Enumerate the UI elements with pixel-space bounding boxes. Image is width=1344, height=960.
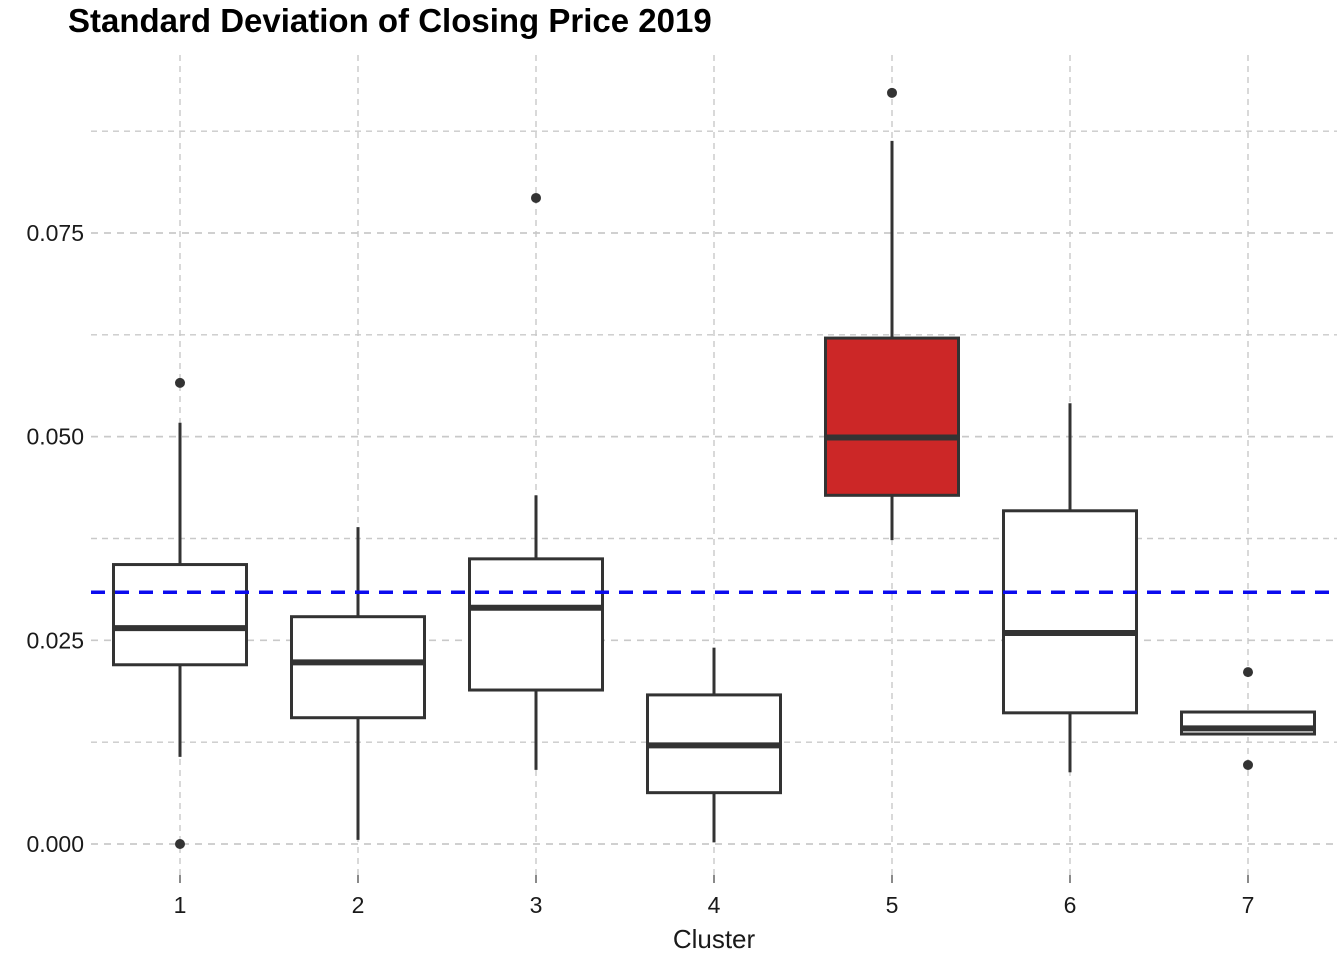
y-tick-label: 0.050 <box>26 424 84 450</box>
outlier-point <box>1243 667 1253 678</box>
box-cluster-3 <box>468 557 604 692</box>
box-cluster-1 <box>112 563 248 667</box>
x-axis-title: Cluster <box>672 924 756 954</box>
x-tick-label: 2 <box>352 892 365 918</box>
y-tick-label: 0.075 <box>26 220 84 246</box>
x-tick-label: 5 <box>886 892 899 918</box>
y-tick-label: 0.000 <box>26 831 84 857</box>
outlier-point <box>1243 759 1253 770</box>
box-cluster-5 <box>824 336 960 497</box>
x-tick-label: 3 <box>530 892 543 918</box>
outlier-point <box>887 87 897 98</box>
box-cluster-6 <box>1002 509 1138 715</box>
outlier-point <box>175 839 185 849</box>
y-tick-label: 0.025 <box>26 627 84 653</box>
x-tick-label: 4 <box>708 892 721 918</box>
x-tick-label: 6 <box>1064 892 1077 918</box>
outlier-point <box>175 377 185 388</box>
x-tick-label: 1 <box>174 892 187 918</box>
outlier-point <box>531 192 541 203</box>
x-tick-label: 7 <box>1242 892 1255 918</box>
chart-title: Standard Deviation of Closing Price 2019 <box>68 2 712 39</box>
box-cluster-2 <box>290 615 426 720</box>
